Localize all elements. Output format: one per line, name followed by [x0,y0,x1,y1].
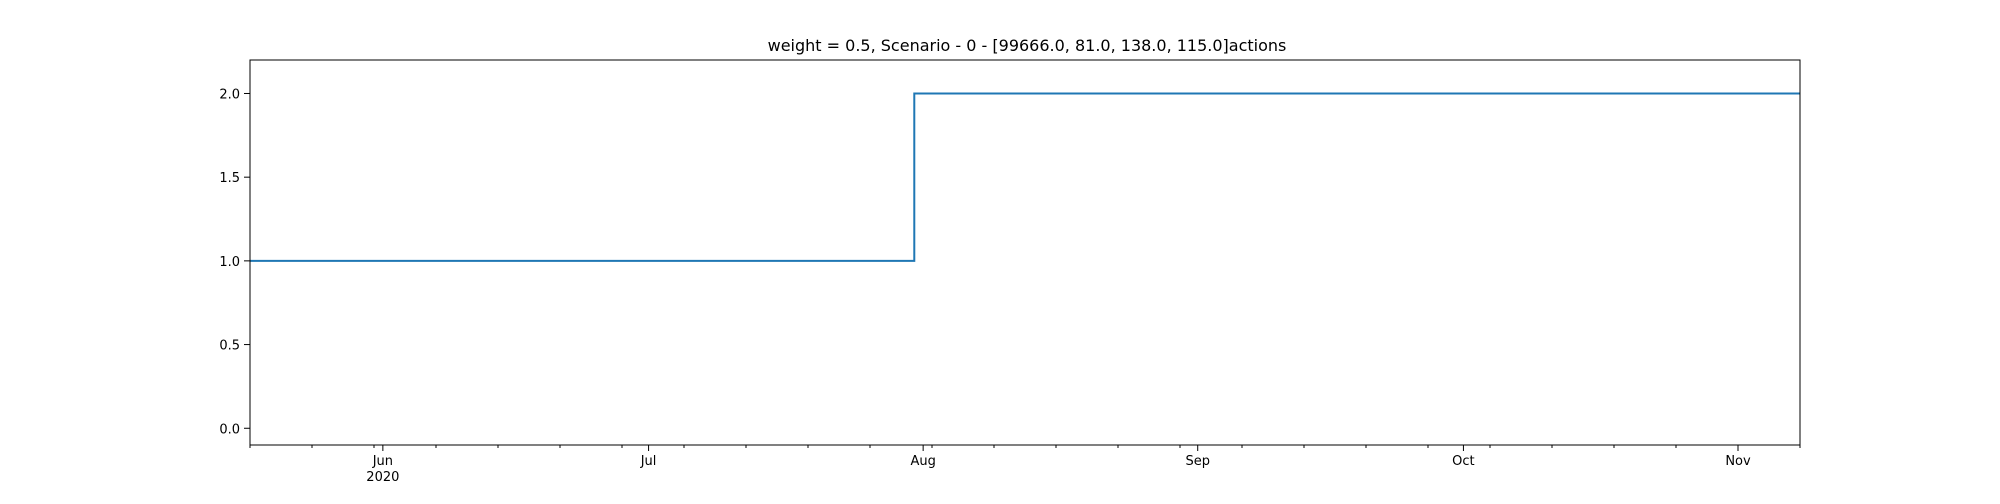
y-tick-label: 2.0 [219,87,240,102]
y-tick-label: 1.5 [219,171,240,186]
y-tick-label: 0.5 [219,339,240,354]
y-tick-label: 0.0 [219,422,240,437]
x-tick-label: Nov [1725,454,1751,469]
y-tick-label: 1.0 [219,255,240,270]
plot-area [250,92,1800,262]
series-line [250,92,1800,262]
x-tick-label: Sep [1185,454,1210,469]
x-tick-sublabel: 2020 [366,470,399,485]
axes-frame [249,59,1801,446]
x-tick-label: Aug [910,454,935,469]
x-tick-label: Oct [1452,454,1474,469]
x-tick-label: Jul [640,454,657,469]
chart-title: weight = 0.5, Scenario - 0 - [99666.0, 8… [768,36,1287,55]
x-tick-label: Jun [372,454,393,469]
y-axis: 0.0 0.5 1.0 1.5 2.0 [219,87,250,437]
